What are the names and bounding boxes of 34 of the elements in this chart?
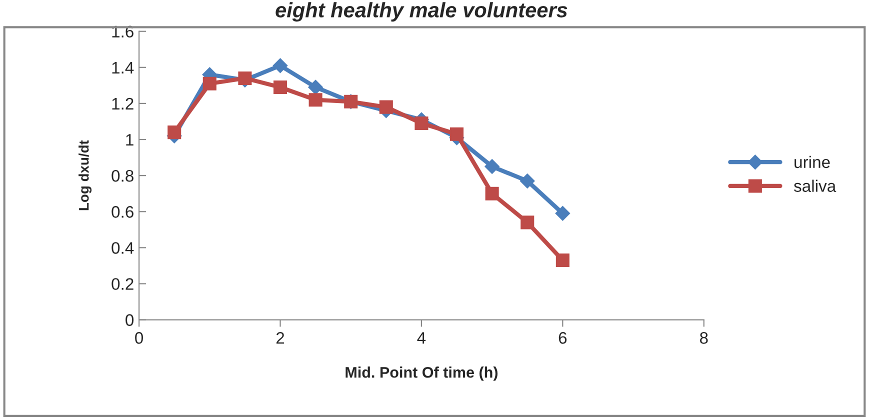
point [308, 93, 322, 107]
point [168, 126, 182, 140]
y-axis-title: Log dxu/dt [78, 140, 92, 210]
y-tick-label: 0.6 [112, 206, 134, 218]
x-axis-title: Mid. Point Of time (h) [346, 366, 498, 381]
y-tick-label: 0.8 [112, 170, 134, 182]
y-tick-label: 0.2 [112, 278, 134, 290]
y-tick-label: 0.4 [112, 242, 134, 254]
point [202, 76, 216, 90]
legend-label: urine [794, 156, 830, 168]
point [379, 100, 393, 114]
legend-label: saliva [794, 180, 836, 192]
point [556, 254, 570, 268]
x-tick-label: 0 [135, 332, 144, 344]
point [308, 80, 323, 95]
chart-title: eight healthy male volunteers [276, 2, 568, 22]
point [414, 116, 428, 130]
x-tick-label: 8 [700, 332, 708, 344]
point [273, 80, 288, 94]
x-tick-label: 4 [417, 332, 426, 344]
x-tick-label: 6 [558, 332, 567, 344]
point [520, 216, 534, 230]
point [450, 127, 464, 141]
point [238, 71, 252, 85]
y-tick-label: 1.2 [112, 98, 134, 110]
point [520, 174, 535, 188]
point [485, 186, 499, 200]
y-tick-label: 1.4 [112, 62, 134, 74]
y-tick-label: 0 [126, 314, 134, 326]
point [555, 206, 570, 221]
point [484, 159, 500, 174]
y-tick-label: 1 [126, 134, 134, 146]
point [272, 58, 288, 73]
x-tick-label: 2 [276, 332, 284, 344]
